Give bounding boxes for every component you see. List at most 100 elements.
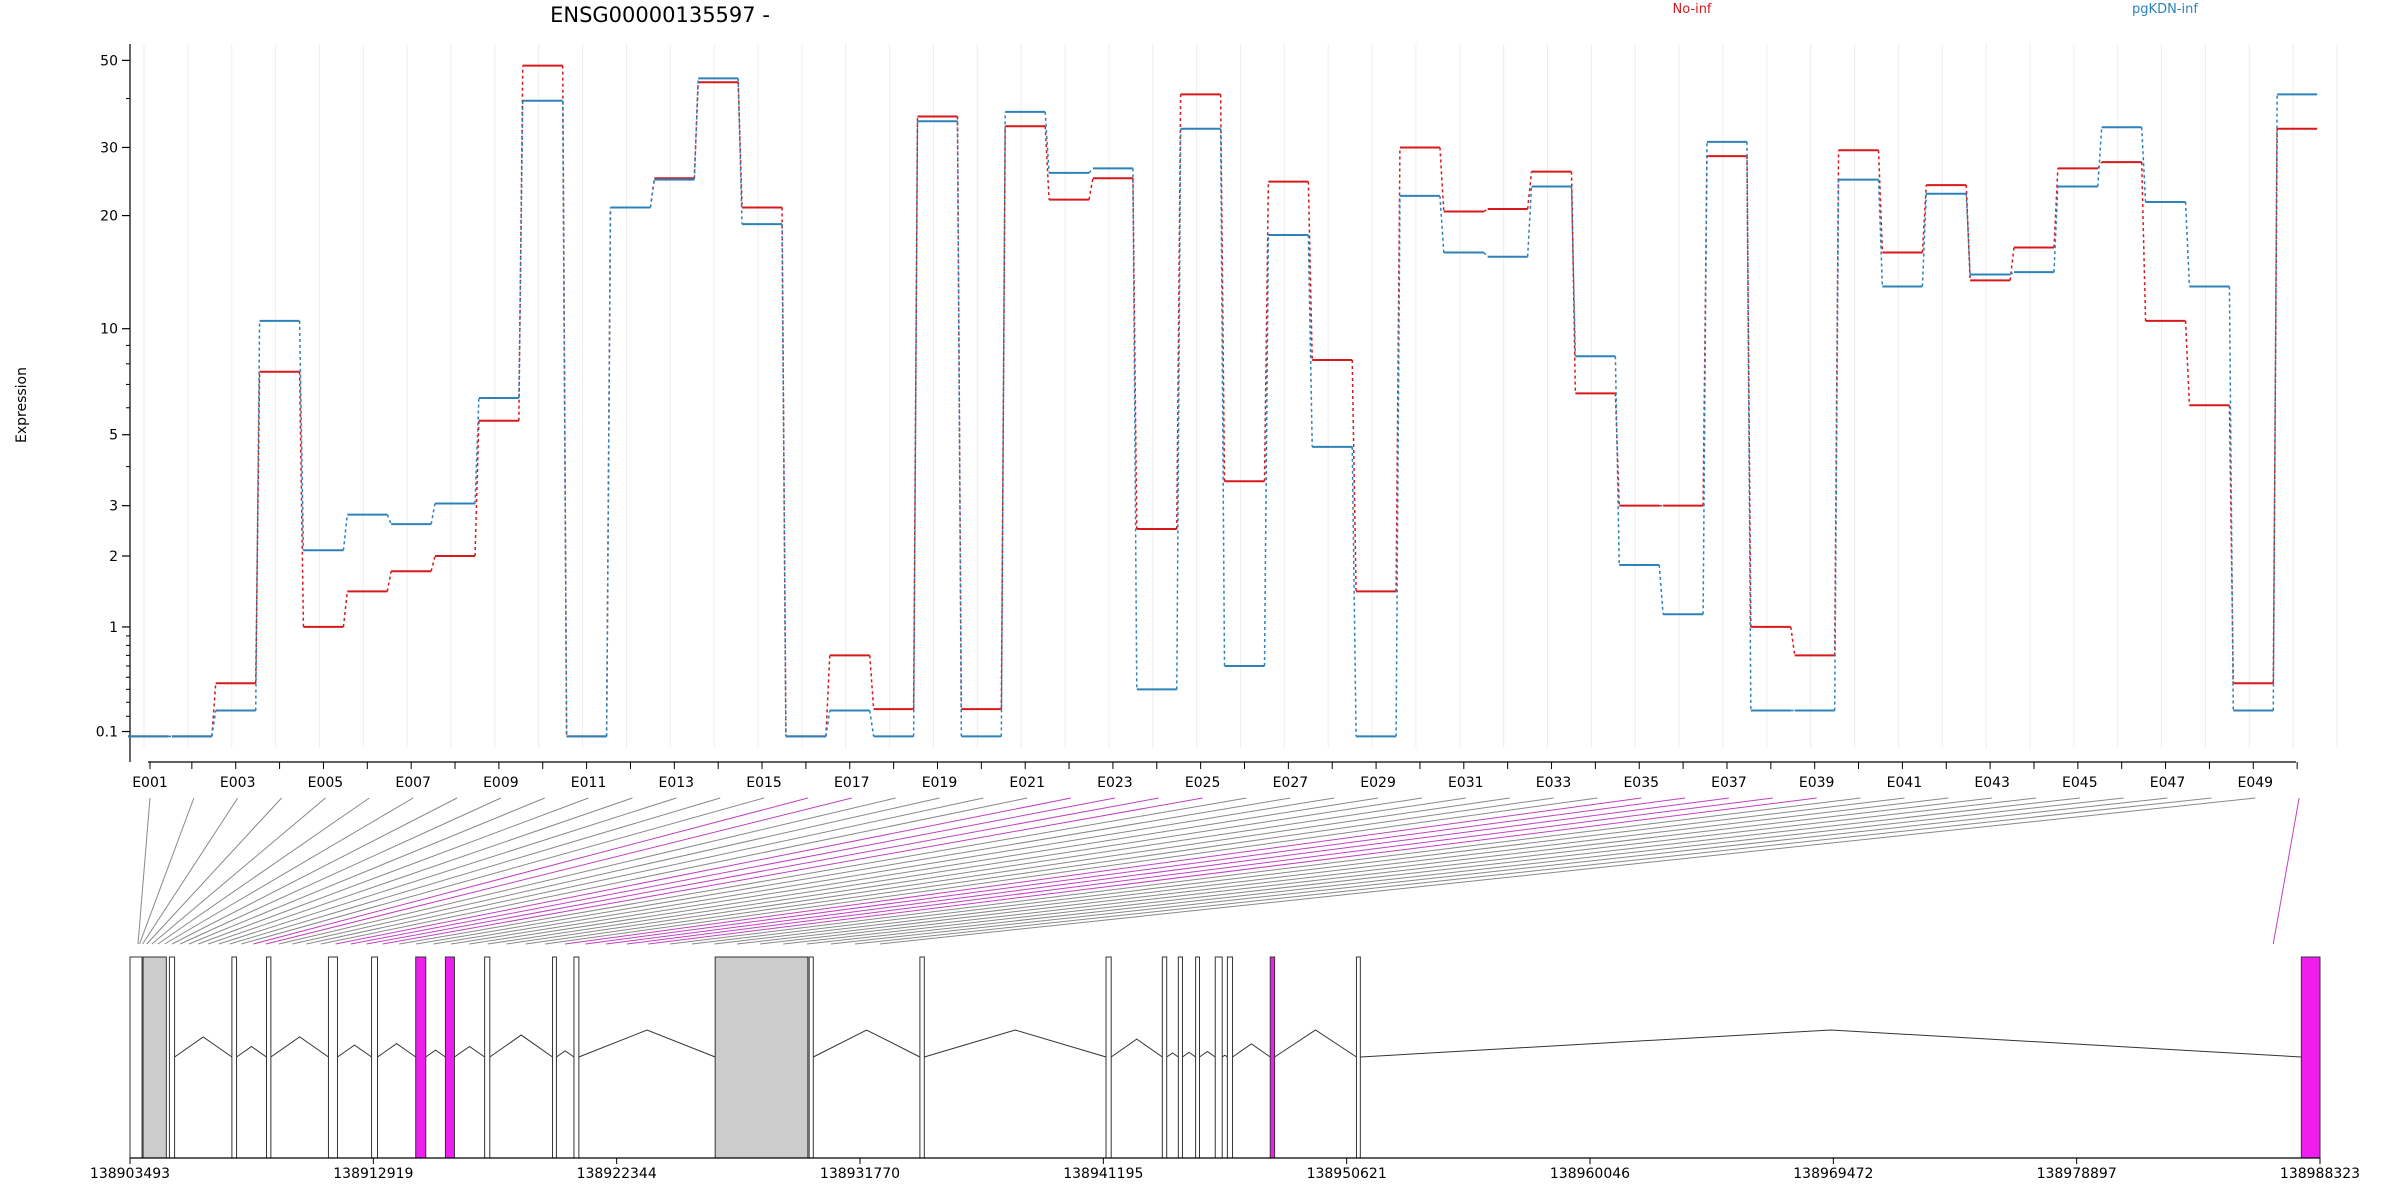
- series-connector: [386, 514, 392, 525]
- exon-connector: [137, 797, 151, 945]
- x-tick-label: E001: [132, 775, 168, 791]
- series-connector: [518, 100, 524, 399]
- series-connector: [1000, 111, 1006, 737]
- exon-box: [573, 956, 580, 1159]
- series-connector: [1483, 208, 1489, 213]
- series-connector: [1702, 141, 1708, 615]
- series-connector: [1877, 179, 1884, 287]
- x-tick-label: E037: [1711, 775, 1747, 791]
- intron-line: [813, 1029, 921, 1058]
- series-connector: [1088, 178, 1094, 200]
- intron-line: [1166, 1052, 1179, 1058]
- genomic-tick-label: 138922344: [577, 1166, 657, 1182]
- series-connector: [1351, 359, 1357, 592]
- x-tick-label: E023: [1097, 775, 1133, 791]
- series-connector: [1614, 356, 1620, 565]
- series-connector: [1263, 181, 1270, 482]
- intron-line: [489, 1034, 553, 1058]
- x-tick-label: E029: [1360, 775, 1396, 791]
- x-tick-label: E021: [1009, 775, 1045, 791]
- series-connector: [956, 121, 963, 737]
- series-connector: [1570, 186, 1577, 357]
- grid-lines: [143, 44, 2338, 748]
- x-tick-label: E005: [308, 775, 344, 791]
- x-tick-label: E033: [1536, 775, 1572, 791]
- exon-connector: [525, 797, 1554, 945]
- series-connector: [1132, 168, 1138, 690]
- series-connector: [1219, 128, 1226, 666]
- intron-line: [174, 1036, 233, 1058]
- exon-box: [444, 956, 455, 1159]
- series-connector: [298, 320, 305, 551]
- exon-connector: [229, 797, 721, 945]
- exon-connector: [565, 797, 1642, 945]
- exon-connector: [605, 797, 1730, 945]
- y-tick-label: 20: [100, 209, 118, 225]
- series-connector: [1877, 150, 1884, 253]
- exon-box: [231, 956, 238, 1159]
- exon-connector: [506, 797, 1510, 945]
- series-lines: [128, 64, 2318, 738]
- exon-box: [552, 956, 557, 1159]
- exon-connector: [806, 797, 2124, 945]
- series-connector: [1965, 185, 1971, 281]
- exon-connector: [241, 797, 765, 945]
- x-tick-label: E045: [2062, 775, 2098, 791]
- intron-line: [1274, 1029, 1357, 1058]
- y-tick-label: 10: [100, 322, 118, 338]
- x-tick-label: E007: [395, 775, 431, 791]
- series-connector: [1307, 234, 1313, 447]
- exon-box: [2300, 956, 2321, 1159]
- exon-connector: [545, 797, 1598, 945]
- series-connector: [1658, 564, 1664, 615]
- intron-line: [270, 1036, 329, 1058]
- exon-connector: [382, 797, 1203, 945]
- exon-connector: [208, 797, 633, 945]
- series-connector: [2140, 162, 2147, 321]
- exon-connector: [253, 797, 809, 945]
- exon-connectors: [137, 797, 2300, 945]
- intron-line: [924, 1029, 1107, 1058]
- exon-connector: [139, 797, 195, 945]
- exon-box: [415, 956, 427, 1159]
- exon-connector: [487, 797, 1466, 945]
- series-connector: [781, 224, 787, 737]
- exon-connector: [366, 797, 1159, 945]
- series-connector: [2009, 271, 2015, 276]
- intron-line: [578, 1029, 716, 1058]
- x-axis-ticks: E001 E003 E005 E007 E009 E011 E013 E015 E017 E019…: [132, 762, 2298, 791]
- series-connector: [1132, 178, 1138, 530]
- series-connector: [605, 207, 612, 737]
- y-tick-label: 0.1: [96, 725, 118, 741]
- genomic-tick-label: 138950621: [1307, 1166, 1387, 1182]
- genomic-tick-label: 138903493: [90, 1166, 170, 1182]
- x-tick-label: E043: [1974, 775, 2010, 791]
- series-connector: [1395, 195, 1401, 737]
- exon-connector: [320, 797, 1028, 945]
- x-tick-label: E039: [1799, 775, 1835, 791]
- series-connector: [869, 655, 875, 710]
- exon-connector: [415, 797, 1291, 945]
- exon-box: [1214, 956, 1223, 1159]
- series-connector: [1439, 195, 1445, 253]
- exon-connector: [2272, 797, 2300, 945]
- genomic-tick-label: 138941195: [1063, 1166, 1143, 1182]
- series-connector: [518, 65, 524, 421]
- legend-entry-pgkdn-inf: pgKDN-inf: [2132, 2, 2198, 17]
- x-tick-label: E015: [746, 775, 782, 791]
- exon-connector: [585, 797, 1686, 945]
- genomic-tick-label: 138912919: [333, 1166, 413, 1182]
- series-connector: [2228, 286, 2235, 711]
- series-connector: [1044, 126, 1050, 200]
- series-connector: [2053, 168, 2059, 248]
- series-connector: [1483, 252, 1489, 258]
- intron-line: [1182, 1051, 1196, 1058]
- series-connector: [1965, 193, 1971, 275]
- exon-connector: [433, 797, 1335, 945]
- intron-line: [425, 1049, 446, 1058]
- exon-connector: [142, 797, 239, 945]
- series-connector: [254, 371, 261, 684]
- series-connector: [2009, 247, 2015, 281]
- intron-line: [236, 1045, 267, 1058]
